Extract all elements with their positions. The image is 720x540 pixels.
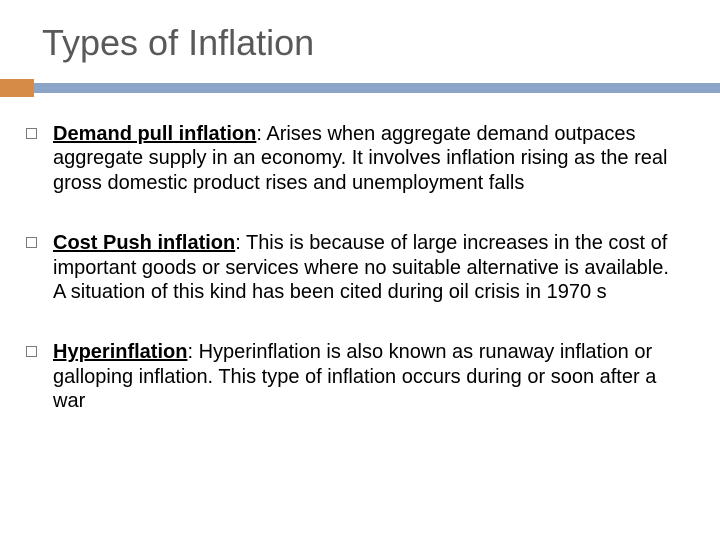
- slide: Types of Inflation Demand pull inflation…: [0, 0, 720, 540]
- divider-bar: [0, 82, 720, 94]
- list-item-text: Hyperinflation: Hyperinflation is also k…: [53, 340, 684, 413]
- bullet-icon: [26, 237, 37, 248]
- list-item: Cost Push inflation: This is because of …: [26, 231, 684, 304]
- term: Hyperinflation: [53, 341, 187, 363]
- list-item-text: Demand pull inflation: Arises when aggre…: [53, 122, 684, 195]
- accent-bar-blue: [34, 83, 720, 93]
- bullet-icon: [26, 128, 37, 139]
- list-item: Hyperinflation: Hyperinflation is also k…: [26, 340, 684, 413]
- slide-title: Types of Inflation: [0, 0, 720, 78]
- term: Cost Push inflation: [53, 232, 235, 254]
- content-area: Demand pull inflation: Arises when aggre…: [0, 94, 720, 414]
- list-item-text: Cost Push inflation: This is because of …: [53, 231, 684, 304]
- term: Demand pull inflation: [53, 123, 256, 145]
- accent-bar-orange: [0, 79, 34, 97]
- list-item: Demand pull inflation: Arises when aggre…: [26, 122, 684, 195]
- bullet-icon: [26, 346, 37, 357]
